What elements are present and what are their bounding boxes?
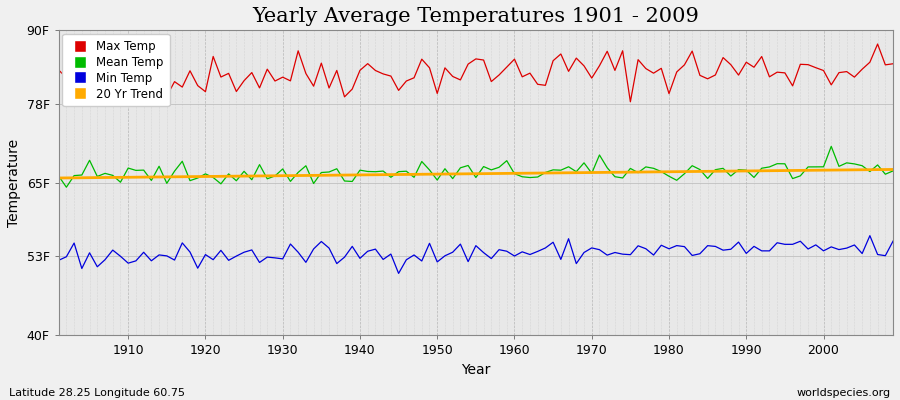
Max Temp	[331, 68, 342, 73]
Text: worldspecies.org: worldspecies.org	[796, 388, 891, 398]
Min Temp	[865, 233, 876, 238]
Max Temp	[53, 68, 64, 72]
Max Temp	[872, 42, 883, 46]
Mean Temp	[609, 174, 620, 179]
X-axis label: Year: Year	[461, 363, 491, 377]
Mean Temp	[292, 170, 303, 175]
Mean Temp	[61, 185, 72, 190]
Min Temp	[517, 250, 527, 254]
Min Temp	[609, 250, 620, 255]
Min Temp	[393, 271, 404, 276]
Legend: Max Temp, Mean Temp, Min Temp, 20 Yr Trend: Max Temp, Mean Temp, Min Temp, 20 Yr Tre…	[62, 34, 170, 106]
Max Temp	[887, 61, 898, 66]
Max Temp	[625, 99, 635, 104]
Mean Temp	[887, 168, 898, 173]
Max Temp	[115, 79, 126, 84]
Mean Temp	[53, 174, 64, 178]
Min Temp	[331, 261, 342, 266]
Min Temp	[115, 254, 126, 259]
Line: Min Temp: Min Temp	[58, 236, 893, 273]
Mean Temp	[826, 144, 837, 149]
Line: Max Temp: Max Temp	[58, 44, 893, 102]
Line: Mean Temp: Mean Temp	[58, 146, 893, 187]
Text: Latitude 28.25 Longitude 60.75: Latitude 28.25 Longitude 60.75	[9, 388, 185, 398]
Y-axis label: Temperature: Temperature	[7, 139, 21, 227]
Min Temp	[285, 242, 296, 246]
Max Temp	[509, 57, 520, 62]
Min Temp	[509, 254, 520, 258]
Mean Temp	[339, 179, 350, 184]
Max Temp	[501, 65, 512, 70]
Mean Temp	[509, 171, 520, 176]
Min Temp	[887, 239, 898, 244]
Max Temp	[602, 49, 613, 54]
Max Temp	[285, 78, 296, 83]
Min Temp	[53, 258, 64, 263]
Mean Temp	[517, 174, 527, 179]
Mean Temp	[122, 166, 133, 170]
Title: Yearly Average Temperatures 1901 - 2009: Yearly Average Temperatures 1901 - 2009	[252, 7, 699, 26]
